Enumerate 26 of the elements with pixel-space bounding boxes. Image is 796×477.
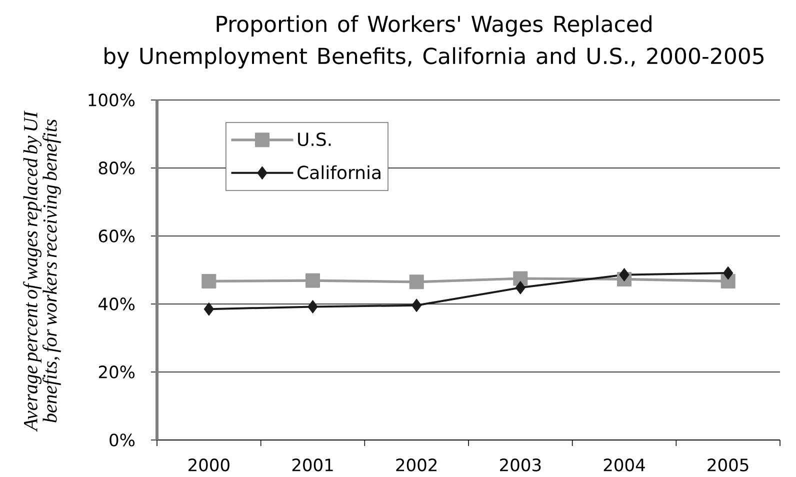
point	[202, 274, 216, 288]
legend-label: U.S.	[298, 132, 331, 146]
y-axis-title: Average percent of wages replaced by UI benefits, for workers receiving benefits	[23, 110, 61, 432]
point	[619, 268, 630, 282]
point	[306, 273, 320, 288]
point	[204, 302, 214, 316]
x-tick-label: 2000	[188, 458, 230, 472]
y-tick-label: 0%	[110, 434, 135, 446]
x-tick-label: 2002	[396, 458, 436, 472]
y-tick-label: 20%	[98, 366, 135, 378]
point	[515, 280, 526, 294]
x-tick-label: 2005	[708, 458, 748, 472]
legend-label: California	[298, 165, 380, 180]
x-tick-label: 2003	[500, 458, 541, 472]
y-tick-label: 80%	[98, 162, 135, 174]
point	[513, 271, 528, 286]
x-tick-label: 2001	[292, 458, 333, 472]
x-tick-label: 2004	[604, 458, 645, 472]
point	[409, 274, 424, 290]
chart-title: Proportion of Workers' Wages Replaced by Unemployment Benefits, California and U.S., 2000-2005	[104, 15, 764, 68]
y-tick-label: 60%	[98, 230, 135, 242]
point	[308, 300, 318, 314]
y-tick-label: 100%	[88, 94, 135, 106]
point	[411, 298, 422, 312]
y-tick-label: 40%	[98, 298, 135, 310]
point	[722, 266, 734, 280]
